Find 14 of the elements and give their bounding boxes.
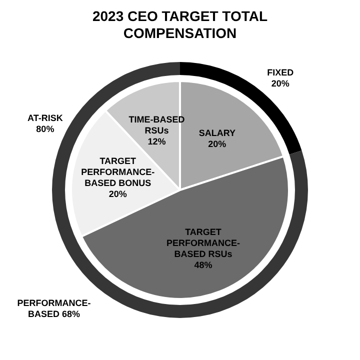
data-label: 20% <box>208 138 226 149</box>
slice-label: SALARY <box>198 128 236 138</box>
data-label: 20% <box>271 78 290 89</box>
slice-label: TARGET PERFORMANCE-BASED RSUs <box>166 226 240 259</box>
chart-title: 2023 CEO TARGET TOTAL COMPENSATION <box>91 8 269 42</box>
slice-label: TIME-BASED RSUs <box>128 114 186 136</box>
text: PERFORMANCE-BASED 68% <box>16 298 92 320</box>
data-label: 12% <box>148 136 166 147</box>
data-label: 48% <box>194 260 212 270</box>
slice-label: TARGET PERFORMANCE-BASED BONUS <box>81 156 155 188</box>
slice-label: FIXED <box>267 68 294 78</box>
slice-label: AT-RISK <box>28 113 64 124</box>
data-label: 80% <box>36 124 54 134</box>
data-label: 20% <box>108 189 127 200</box>
